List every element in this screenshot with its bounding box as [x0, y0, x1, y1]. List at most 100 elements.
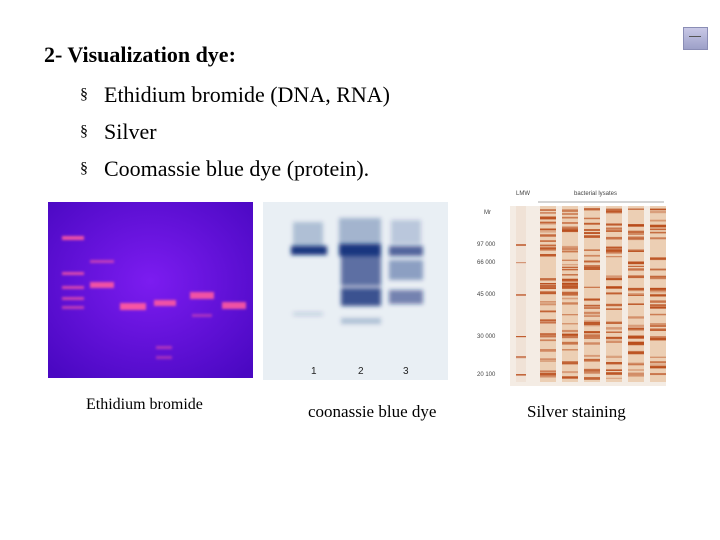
bullet-text: Coomassie blue dye (protein). [104, 156, 370, 181]
gel-band [562, 283, 578, 287]
gel-band [562, 226, 578, 229]
gel-band [606, 230, 622, 232]
gel-band [628, 362, 644, 365]
gel-band [606, 321, 622, 324]
gel-band [540, 349, 556, 352]
gel-band [562, 341, 578, 345]
gel-band [606, 223, 622, 226]
gel-band [584, 260, 600, 262]
mr-label: Mr [484, 210, 491, 216]
gel-band [650, 338, 666, 341]
gel-band [606, 236, 622, 240]
silver-caption: Silver staining [527, 402, 626, 421]
gel-band [584, 334, 600, 337]
gel-band [628, 335, 644, 339]
gel-band [628, 293, 644, 296]
gel-band [562, 250, 578, 253]
gel-band [628, 208, 644, 210]
slide-nav-button[interactable] [683, 27, 708, 50]
gel-band [650, 373, 666, 375]
gel-band [628, 290, 644, 292]
gel-band [650, 237, 666, 240]
gel-band [562, 209, 578, 212]
gel-band [650, 219, 666, 222]
gel-band [584, 232, 600, 234]
gel-band [540, 287, 556, 289]
gel-band [628, 327, 644, 330]
gel-band [584, 369, 600, 372]
gel-band [628, 224, 644, 227]
bullet-text: Silver [104, 119, 157, 144]
gel-band [540, 283, 556, 285]
gel-band [562, 362, 578, 365]
gel-band [540, 278, 556, 281]
gel-band [584, 322, 600, 325]
gel-band [606, 211, 622, 213]
gel-band [562, 269, 578, 271]
gel-band [562, 266, 578, 269]
gel-band [584, 323, 600, 327]
silver-gel-image: LMW bacterial lysates Mr 97 000 66 000 4… [474, 186, 668, 386]
gel-band [606, 275, 622, 279]
gel-band [606, 377, 622, 379]
bullet-item: § Ethidium bromide (DNA, RNA) [80, 80, 390, 117]
gel-band [584, 359, 600, 361]
gel-band [628, 288, 644, 291]
lmw-header: LMW [516, 191, 530, 197]
gel-band [516, 374, 526, 376]
gel-band [606, 228, 622, 230]
gel-band [584, 377, 600, 380]
gel-band [606, 303, 622, 307]
gel-band [540, 372, 556, 376]
gel-band [650, 328, 666, 331]
gel-band [606, 355, 622, 358]
gel-band [540, 228, 556, 231]
bullet-text: Ethidium bromide (DNA, RNA) [104, 82, 390, 107]
gel-band [584, 208, 600, 210]
gel-band [584, 217, 600, 220]
gel-band [540, 221, 556, 225]
gel-band [606, 322, 622, 324]
gel-band [584, 307, 600, 309]
gel-band [540, 209, 556, 211]
gel-band [540, 292, 556, 295]
gel-band [584, 223, 600, 225]
gel-band [628, 342, 644, 345]
gel-band [540, 244, 556, 247]
gel-band [628, 344, 644, 346]
gel-band [562, 264, 578, 266]
gel-band [540, 221, 556, 223]
gel-band [584, 236, 600, 238]
gel-band [628, 224, 644, 227]
gel-band [562, 361, 578, 363]
gel-band [540, 322, 556, 324]
gel-band [606, 372, 622, 375]
gel-band [628, 238, 644, 240]
gel-band [562, 285, 578, 289]
gel-band [628, 230, 644, 234]
gel-band [606, 362, 622, 365]
gel-band [606, 223, 622, 226]
gel-band [562, 274, 578, 276]
gel-band [516, 294, 526, 296]
gel-band [562, 229, 578, 233]
gel-band [562, 371, 578, 374]
gel-band [628, 324, 644, 327]
gel-band [650, 275, 666, 278]
gel-band [584, 298, 600, 301]
gel-band [606, 246, 622, 249]
gel-band [540, 358, 556, 361]
gel-band [584, 312, 600, 315]
gel-band [562, 329, 578, 333]
gel-band [584, 320, 600, 323]
gel-band [606, 340, 622, 343]
gel-band [606, 292, 622, 295]
ethidium-caption: Ethidium bromide [86, 396, 203, 413]
bullet-marker: § [80, 160, 88, 177]
gel-band [540, 212, 556, 214]
bullet-marker: § [80, 123, 88, 140]
gel-band [606, 286, 622, 289]
gel-band [584, 249, 600, 251]
gel-band [516, 244, 526, 246]
gel-band [540, 335, 556, 338]
